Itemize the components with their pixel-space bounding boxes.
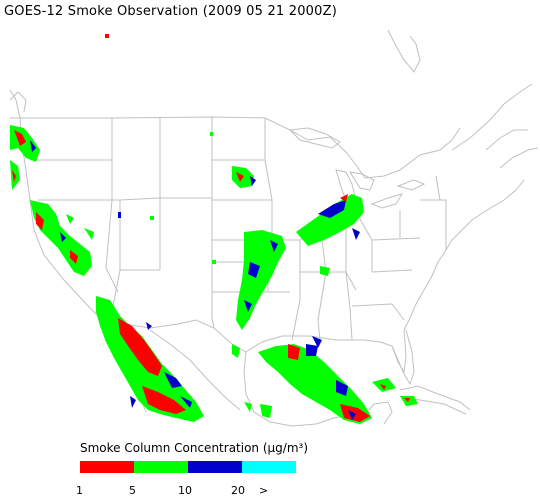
legend-swatch-2 [188,461,242,473]
smoke-central-plains [232,230,286,358]
map-title: GOES-12 Smoke Observation (2009 05 21 20… [4,4,337,19]
smoke-northern-plains [232,166,256,188]
legend-swatch-1 [134,461,188,473]
smoke-specks [105,34,216,264]
legend-tick-1: 1 [76,484,83,497]
smoke-overlay [10,34,418,424]
smoke-baja [96,296,204,422]
legend-color-bar [80,461,296,473]
smoke-pacific-northwest [10,125,40,190]
smoke-california [30,200,94,276]
legend-title: Smoke Column Concentration (μg/m³) [80,441,308,455]
legend-tick-20: 20 [231,484,245,497]
legend-swatch-3 [242,461,296,473]
legend-tick-5: 5 [129,484,136,497]
smoke-gulf [244,336,418,424]
legend-tick-above: > [259,484,269,497]
legend-tick-10: 10 [178,484,192,497]
legend-swatch-0 [80,461,134,473]
smoke-great-lakes [296,194,364,276]
